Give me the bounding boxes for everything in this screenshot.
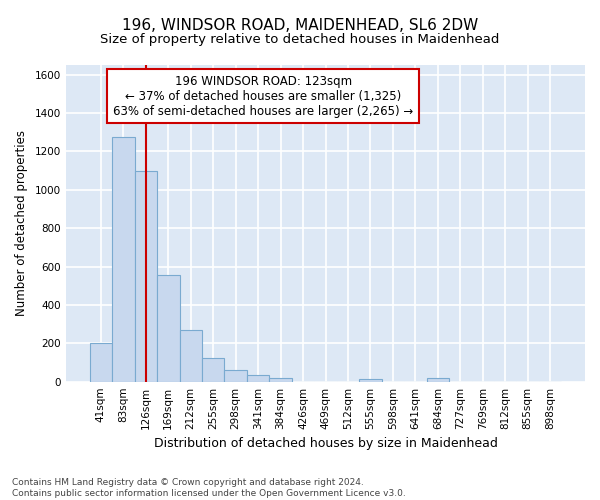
Bar <box>134 170 157 382</box>
Y-axis label: Number of detached properties: Number of detached properties <box>15 130 28 316</box>
Text: 196, WINDSOR ROAD, MAIDENHEAD, SL6 2DW: 196, WINDSOR ROAD, MAIDENHEAD, SL6 2DW <box>122 18 478 32</box>
Text: 196 WINDSOR ROAD: 123sqm
← 37% of detached houses are smaller (1,325)
63% of sem: 196 WINDSOR ROAD: 123sqm ← 37% of detach… <box>113 74 413 118</box>
Bar <box>427 378 449 382</box>
Bar <box>157 275 179 382</box>
Text: Size of property relative to detached houses in Maidenhead: Size of property relative to detached ho… <box>100 32 500 46</box>
Bar <box>202 358 224 382</box>
Bar <box>224 370 247 382</box>
Bar <box>269 378 292 382</box>
Bar <box>247 376 269 382</box>
Bar <box>89 344 112 382</box>
Bar <box>112 137 134 382</box>
Bar <box>359 379 382 382</box>
Bar <box>179 330 202 382</box>
Text: Contains HM Land Registry data © Crown copyright and database right 2024.
Contai: Contains HM Land Registry data © Crown c… <box>12 478 406 498</box>
X-axis label: Distribution of detached houses by size in Maidenhead: Distribution of detached houses by size … <box>154 437 497 450</box>
